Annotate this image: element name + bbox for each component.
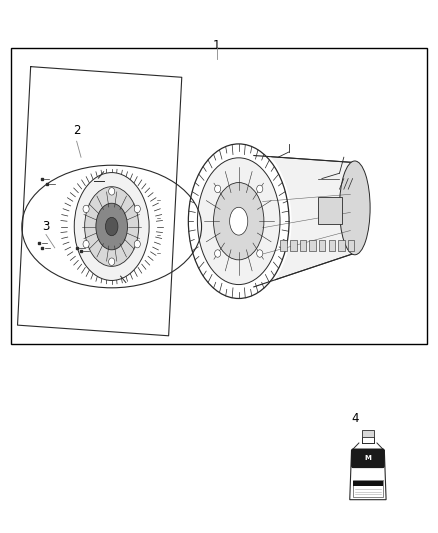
Bar	[362, 430, 374, 437]
Polygon shape	[350, 451, 386, 500]
Circle shape	[83, 240, 89, 248]
Ellipse shape	[339, 161, 370, 255]
Polygon shape	[254, 156, 355, 287]
Circle shape	[83, 205, 89, 213]
Circle shape	[257, 250, 263, 257]
Circle shape	[109, 258, 115, 265]
Circle shape	[215, 185, 221, 192]
Circle shape	[134, 240, 140, 248]
Text: 3: 3	[42, 220, 49, 233]
Circle shape	[109, 188, 115, 195]
Bar	[290, 240, 297, 251]
Bar	[348, 240, 354, 251]
Ellipse shape	[96, 203, 127, 250]
Bar	[318, 197, 342, 224]
Bar	[11, 48, 427, 344]
Text: M: M	[364, 455, 371, 462]
Ellipse shape	[230, 207, 248, 235]
Text: 1: 1	[213, 39, 221, 52]
FancyBboxPatch shape	[351, 449, 385, 468]
Ellipse shape	[74, 173, 149, 280]
Circle shape	[134, 205, 140, 213]
Ellipse shape	[85, 187, 139, 266]
Circle shape	[215, 250, 221, 257]
Ellipse shape	[198, 158, 280, 285]
Bar	[319, 240, 325, 251]
Bar	[309, 240, 316, 251]
Ellipse shape	[106, 217, 118, 236]
Bar	[353, 480, 383, 497]
Text: 2: 2	[73, 124, 81, 137]
Ellipse shape	[186, 140, 292, 302]
Ellipse shape	[64, 165, 159, 288]
Bar	[300, 240, 306, 251]
Bar	[328, 240, 335, 251]
Ellipse shape	[214, 182, 264, 260]
Bar	[338, 240, 345, 251]
Bar	[280, 240, 287, 251]
Text: 4: 4	[351, 412, 359, 425]
Bar	[353, 481, 383, 486]
Circle shape	[257, 185, 263, 192]
